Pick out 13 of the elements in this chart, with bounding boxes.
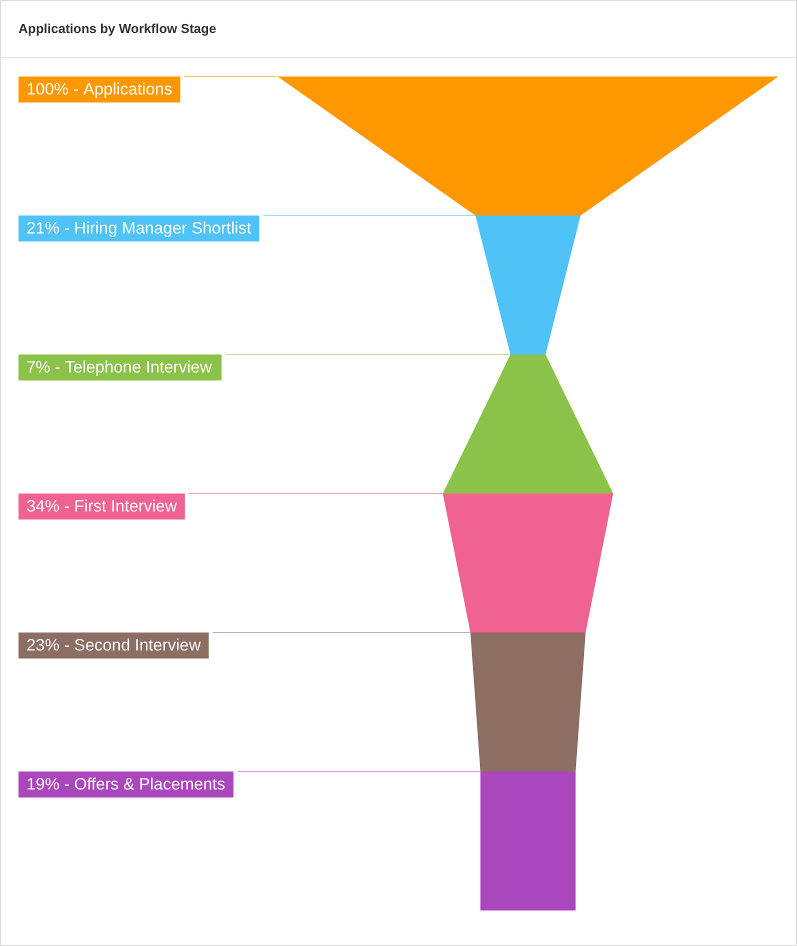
data-label: 19% - [26,776,70,794]
category-label: Offers & Placements [74,776,226,794]
category-label: Hiring Manager Shortlist [74,220,252,238]
category-label: Telephone Interview [65,358,212,376]
data-label: 34% - [26,498,70,516]
data-label: 7% - [26,358,60,376]
text: Applications by Workflow Stage [18,21,216,36]
category-label: Applications [83,80,172,98]
data-label: 21% - [26,220,70,238]
category-label: Second Interview [74,636,201,654]
category-label: First Interview [74,498,177,516]
data-label: 100% - [26,80,79,98]
data-label: 23% - [26,636,70,654]
